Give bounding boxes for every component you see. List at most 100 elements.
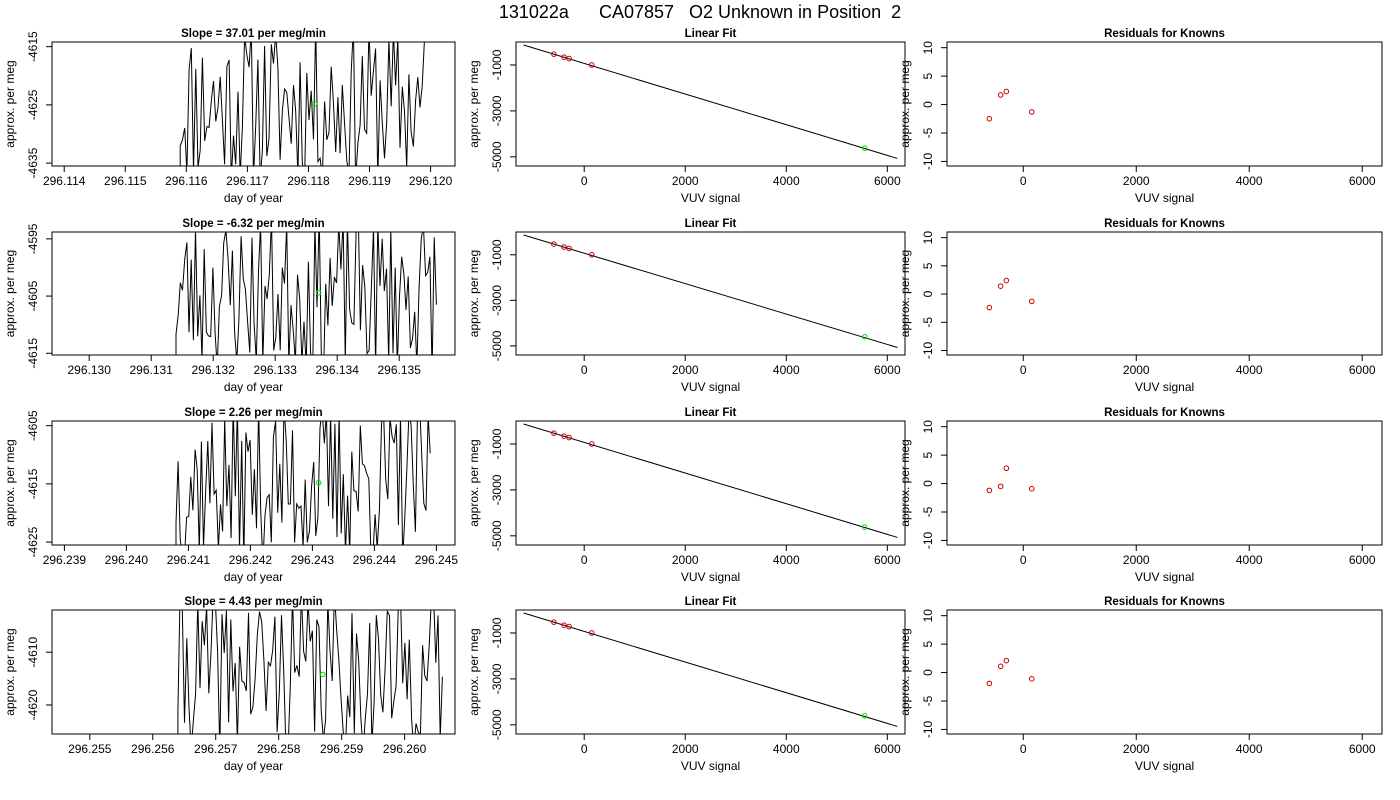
y-tick-label: 10 bbox=[921, 609, 935, 623]
fit-line bbox=[523, 44, 898, 159]
x-axis-label: VUV signal bbox=[681, 380, 740, 394]
fit-line bbox=[523, 612, 898, 727]
known-point bbox=[561, 622, 567, 628]
y-tick-label: -4635 bbox=[26, 147, 40, 178]
known-point bbox=[551, 619, 557, 625]
y-tick-label: -5000 bbox=[490, 141, 504, 172]
panel-frame bbox=[51, 41, 456, 167]
y-axis-label: approx. per meg bbox=[3, 250, 17, 337]
unknown-marker bbox=[311, 100, 318, 107]
panel-frame bbox=[946, 231, 1383, 356]
x-axis-label: VUV signal bbox=[1135, 570, 1194, 584]
panel-fit-row4: Linear Fit VUV signal approx. per meg 0 2000… bbox=[467, 596, 906, 773]
y-axis-label: approx. per meg bbox=[3, 439, 17, 526]
unknown-point bbox=[861, 145, 868, 151]
known-point bbox=[588, 630, 595, 636]
x-tick-label: 6000 bbox=[874, 553, 901, 567]
y-tick-label: -5000 bbox=[490, 520, 504, 551]
x-tick-label: 4000 bbox=[773, 742, 800, 756]
x-tick-label: 2000 bbox=[672, 174, 699, 188]
known-point bbox=[566, 245, 572, 252]
panel-title: Residuals for Knowns bbox=[1104, 596, 1225, 608]
x-tick-label: 6000 bbox=[874, 363, 901, 377]
y-tick-label: 10 bbox=[921, 231, 935, 245]
y-axis-label: approx. per meg bbox=[467, 439, 481, 526]
y-tick-label: -4605 bbox=[26, 280, 40, 311]
x-tick-label: 2000 bbox=[672, 553, 699, 567]
y-axis-label: approx. per meg bbox=[467, 250, 481, 337]
plot-area bbox=[179, 42, 425, 166]
x-tick-label: 296.255 bbox=[68, 742, 112, 756]
panel-resid-row2: Residuals for Knowns VUV signal approx. pe… bbox=[898, 218, 1383, 394]
x-tick-label: 296.245 bbox=[415, 553, 459, 567]
known-point bbox=[588, 441, 595, 447]
x-tick-label: 0 bbox=[581, 553, 588, 567]
x-tick-label: 296.243 bbox=[291, 553, 335, 567]
panel-title: Slope = -6.32 per meg/min bbox=[182, 218, 324, 230]
plot-area bbox=[175, 421, 431, 545]
x-tick-label: 2000 bbox=[1123, 174, 1150, 188]
residual-point bbox=[1003, 88, 1010, 95]
x-tick-label: 296.241 bbox=[167, 553, 211, 567]
x-tick-label: 296.256 bbox=[131, 742, 175, 756]
y-tick-label: -5 bbox=[921, 695, 935, 706]
residual-point bbox=[1028, 676, 1035, 682]
x-tick-label: 4000 bbox=[773, 363, 800, 377]
panel-title: Residuals for Knowns bbox=[1104, 407, 1225, 419]
plot-area bbox=[523, 612, 898, 727]
y-tick-label: -10 bbox=[921, 341, 935, 359]
x-tick-label: 296.239 bbox=[43, 553, 87, 567]
x-tick-label: 2000 bbox=[1123, 553, 1150, 567]
x-tick-label: 0 bbox=[1020, 742, 1027, 756]
panel-timeseries-row4: Slope = 4.43 per meg/min day of year appro… bbox=[3, 596, 456, 773]
residual-point bbox=[1003, 277, 1010, 284]
x-axis-label: VUV signal bbox=[1135, 191, 1194, 205]
unknown-point bbox=[861, 333, 868, 340]
y-axis-label: approx. per meg bbox=[898, 628, 912, 715]
plot-area bbox=[986, 465, 1035, 494]
x-tick-label: 0 bbox=[581, 174, 588, 188]
panel-title: Linear Fit bbox=[685, 28, 737, 40]
residual-point bbox=[997, 283, 1004, 289]
page-title: 131022a CA07857 O2 Unknown in Position 2 bbox=[498, 2, 902, 22]
x-tick-label: 296.130 bbox=[68, 363, 112, 377]
panel-title: Residuals for Knowns bbox=[1104, 218, 1225, 230]
unknown-marker bbox=[319, 671, 326, 678]
y-tick-label: 0 bbox=[921, 290, 935, 297]
y-tick-label: 5 bbox=[921, 262, 935, 269]
signal-trace bbox=[177, 610, 443, 734]
residual-point bbox=[986, 115, 993, 122]
panel-frame bbox=[51, 420, 456, 546]
known-point bbox=[551, 51, 557, 57]
x-tick-label: 2000 bbox=[1123, 363, 1150, 377]
x-axis-label: day of year bbox=[224, 380, 283, 394]
x-tick-label: 296.119 bbox=[348, 174, 391, 188]
known-point bbox=[566, 623, 572, 630]
panel-frame bbox=[946, 41, 1383, 167]
signal-trace bbox=[175, 232, 437, 355]
plot-area bbox=[177, 610, 443, 734]
y-tick-label: 0 bbox=[921, 101, 935, 108]
panel-timeseries-row2: Slope = -6.32 per meg/min day of year appr… bbox=[3, 218, 456, 394]
x-tick-label: 4000 bbox=[1236, 553, 1263, 567]
x-tick-label: 296.118 bbox=[287, 174, 330, 188]
y-axis-label: approx. per meg bbox=[3, 628, 17, 715]
residual-point bbox=[1028, 109, 1035, 115]
panel-frame bbox=[515, 420, 906, 546]
x-tick-label: 296.114 bbox=[43, 174, 86, 188]
panel-frame bbox=[51, 609, 456, 735]
x-tick-label: 0 bbox=[1020, 363, 1027, 377]
y-tick-label: -5000 bbox=[490, 709, 504, 740]
y-tick-label: -3000 bbox=[490, 663, 504, 694]
y-tick-label: -1000 bbox=[490, 239, 504, 270]
x-axis-label: VUV signal bbox=[681, 570, 740, 584]
y-tick-label: -10 bbox=[921, 531, 935, 549]
x-tick-label: 0 bbox=[1020, 553, 1027, 567]
panel-timeseries-row3: Slope = 2.26 per meg/min day of year appro… bbox=[3, 407, 459, 584]
known-point bbox=[561, 244, 567, 250]
residual-point bbox=[1003, 657, 1010, 664]
x-tick-label: 6000 bbox=[874, 742, 901, 756]
x-tick-label: 296.257 bbox=[194, 742, 238, 756]
x-tick-label: 296.117 bbox=[226, 174, 269, 188]
y-tick-label: 5 bbox=[921, 640, 935, 647]
